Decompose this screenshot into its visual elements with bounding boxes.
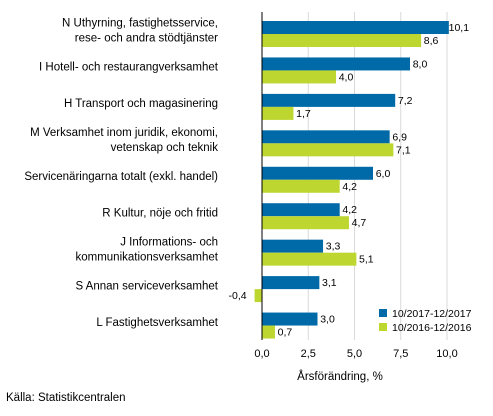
data-label: 6,9 [392, 131, 407, 143]
category-label: N Uthyrning, fastighetsservice, [62, 18, 218, 30]
category-label: kommunikationsverksamhet [75, 251, 218, 263]
category-label: H Transport och magasinering [64, 98, 218, 110]
data-label: 3,1 [322, 277, 337, 289]
x-tick-label: 7,5 [393, 348, 408, 360]
bar [262, 106, 294, 120]
x-axis-ticks: 0,0 2,5 5,0 7,5 10,0 [254, 348, 457, 360]
bar [254, 289, 262, 303]
legend-label: 10/2016-12/2016 [392, 322, 472, 334]
bar [262, 93, 396, 107]
category-label: M Verksamhet inom juridik, ekonomi, [30, 127, 218, 139]
category-label: I Hotell- och restaurangverksamhet [39, 62, 219, 74]
data-label: 7,2 [398, 95, 413, 107]
value-labels: 10,18,68,04,07,21,76,97,16,04,24,24,73,3… [229, 22, 470, 339]
bars [254, 21, 449, 339]
data-label: 0,7 [278, 327, 293, 339]
data-label: 10,1 [449, 22, 470, 34]
data-label: 4,0 [339, 71, 354, 83]
legend-swatch [379, 323, 387, 331]
category-label: J Informations- och [120, 236, 218, 248]
x-tick-label: 5,0 [347, 348, 362, 360]
bar [262, 216, 349, 230]
data-label: 5,1 [359, 254, 374, 266]
legend-swatch [379, 309, 387, 317]
source-note: Källa: Statistikcentralen [6, 392, 126, 404]
data-label: 6,0 [376, 168, 391, 180]
bar [262, 239, 324, 253]
x-tick-label: 0,0 [254, 348, 269, 360]
data-label: 3,0 [320, 314, 335, 326]
data-label: 8,6 [424, 35, 439, 47]
bar [262, 276, 320, 290]
category-labels: N Uthyrning, fastighetsservice, rese- och… [24, 18, 218, 329]
category-label: S Annan serviceverksamhet [75, 280, 218, 292]
bar [262, 57, 410, 71]
category-label: Servicenäringarna totalt (exkl. handel) [24, 171, 218, 183]
bar [262, 143, 394, 157]
legend-label: 10/2017-12/2017 [392, 308, 472, 320]
data-label: -0,4 [229, 290, 247, 302]
bar [262, 166, 373, 180]
x-axis-title: Årsförändring, % [297, 370, 383, 383]
category-label: L Fastighetsverksamhet [96, 317, 218, 329]
category-label: R Kultur, nöje och fritid [102, 207, 218, 219]
legend: 10/2017-12/2017 10/2016-12/2016 [379, 308, 472, 334]
data-label: 8,0 [413, 58, 428, 70]
bar [262, 21, 449, 34]
bar [262, 325, 275, 339]
data-label: 4,2 [342, 181, 357, 193]
data-label: 1,7 [296, 108, 311, 120]
bar [262, 252, 357, 266]
bar [262, 203, 340, 217]
x-tick-label: 2,5 [301, 348, 316, 360]
x-tick-label: 10,0 [436, 348, 457, 360]
data-label: 7,1 [396, 144, 411, 156]
bar [262, 179, 340, 193]
data-label: 4,2 [342, 204, 357, 216]
data-label: 3,3 [326, 241, 341, 253]
category-label: rese- och andra stödtjänster [75, 33, 218, 45]
bar [262, 70, 336, 84]
bar [262, 34, 422, 47]
category-label: vetenskap och teknik [111, 142, 219, 154]
bar [262, 130, 390, 144]
data-label: 4,7 [352, 217, 367, 229]
bar [262, 312, 318, 326]
